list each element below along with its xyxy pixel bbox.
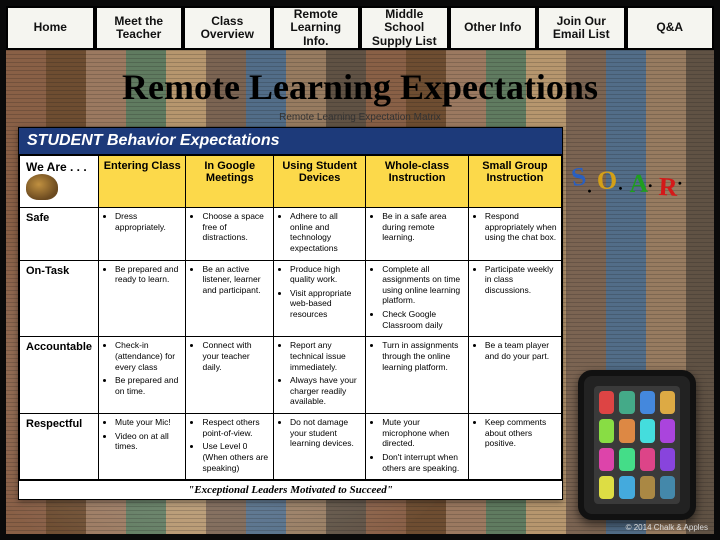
matrix-item: Respond appropriately when using the cha… <box>485 211 557 243</box>
app-icon <box>660 391 675 414</box>
matrix-header: STUDENT Behavior Expectations <box>19 128 562 155</box>
nav-home[interactable]: Home <box>6 6 95 50</box>
matrix-item: Visit appropriate web-based resources <box>290 288 361 320</box>
matrix-cell: Adhere to all online and technology expe… <box>274 208 366 261</box>
col-devices: Using Student Devices <box>274 156 366 208</box>
row-label: Accountable <box>20 337 99 414</box>
matrix-item: Participate weekly in class discussions. <box>485 264 557 296</box>
matrix-item: Connect with your teacher daily. <box>202 340 269 372</box>
matrix-body: Safe Dress appropriately. Choose a space f… <box>20 208 562 480</box>
app-icon <box>619 391 634 414</box>
matrix-item: Use Level 0 (When others are speaking) <box>202 441 269 473</box>
matrix-item: Respect others point-of-view. <box>202 417 269 438</box>
nav-supply-list[interactable]: Middle School Supply List <box>360 6 449 50</box>
matrix-cell: Do not damage your student learning devi… <box>274 414 366 480</box>
matrix-item: Check-in (attendance) for every class <box>115 340 181 372</box>
app-icon <box>599 448 614 471</box>
row-label: On-Task <box>20 260 99 337</box>
matrix-item: Keep comments about others positive. <box>485 417 557 449</box>
matrix-cell: Be an active listener, learner and parti… <box>186 260 274 337</box>
app-icon <box>619 448 634 471</box>
matrix-item: Be prepared and on time. <box>115 375 181 396</box>
credit-text: © 2014 Chalk & Apples <box>626 523 708 532</box>
matrix-item: Be an active listener, learner and parti… <box>202 264 269 296</box>
matrix-caption: Remote Learning Expectation Matrix <box>18 112 702 123</box>
matrix-cell: Connect with your teacher daily. <box>186 337 274 414</box>
col-small-group: Small Group Instruction <box>468 156 561 208</box>
nav-class-overview[interactable]: Class Overview <box>183 6 272 50</box>
tablet-grid <box>594 386 680 504</box>
matrix-cell: Respect others point-of-view. Use Level 0… <box>186 414 274 480</box>
app-icon <box>640 391 655 414</box>
nav-qa[interactable]: Q&A <box>626 6 715 50</box>
nav-meet-teacher[interactable]: Meet the Teacher <box>95 6 184 50</box>
matrix-item: Be in a safe area during remote learning… <box>382 211 464 243</box>
matrix-item: Don't interrupt when others are speaking… <box>382 452 464 473</box>
matrix-quote: "Exceptional Leaders Motivated to Succee… <box>19 480 562 499</box>
top-nav: Home Meet the Teacher Class Overview Rem… <box>6 6 714 50</box>
matrix-cell: Be a team player and do your part. <box>468 337 561 414</box>
matrix-item: Report any technical issue immediately. <box>290 340 361 372</box>
matrix-container: STUDENT Behavior Expectations We Are . .… <box>18 127 563 500</box>
corner-cell: We Are . . . <box>20 156 99 208</box>
matrix-cell: Mute your microphone when directed. Don't… <box>366 414 469 480</box>
matrix-cell: Report any technical issue immediately.A… <box>274 337 366 414</box>
nav-email-list[interactable]: Join Our Email List <box>537 6 626 50</box>
matrix-cell: Dress appropriately. <box>99 208 186 261</box>
app-icon <box>660 448 675 471</box>
page-title: Remote Learning Expectations <box>18 66 702 108</box>
matrix-cell: Keep comments about others positive. <box>468 414 561 480</box>
app-icon <box>640 448 655 471</box>
expectation-table: We Are . . . Entering Class In Google Me… <box>19 155 562 480</box>
row-label: Respectful <box>20 414 99 480</box>
matrix-item: Dress appropriately. <box>115 211 181 232</box>
matrix-item: Turn in assignments through the online l… <box>382 340 464 372</box>
nav-remote-learning[interactable]: Remote Learning Info. <box>272 6 361 50</box>
col-meetings: In Google Meetings <box>186 156 274 208</box>
matrix-cell: Produce high quality work. Visit appropri… <box>274 260 366 337</box>
soar-r: R <box>659 172 679 203</box>
matrix-cell: Be in a safe area during remote learning… <box>366 208 469 261</box>
app-icon <box>619 476 634 499</box>
app-icon <box>599 476 614 499</box>
eagle-icon <box>26 174 58 200</box>
matrix-cell: Participate weekly in class discussions. <box>468 260 561 337</box>
matrix-cell: Turn in assignments through the online l… <box>366 337 469 414</box>
matrix-cell: Respond appropriately when using the cha… <box>468 208 561 261</box>
matrix-item: Always have your charger readily availab… <box>290 375 361 407</box>
app-icon <box>599 419 614 442</box>
row-label: Safe <box>20 208 99 261</box>
app-icon <box>599 391 614 414</box>
col-entering: Entering Class <box>99 156 186 208</box>
matrix-item: Be prepared and ready to learn. <box>115 264 181 285</box>
matrix-item: Do not damage your student learning devi… <box>290 417 361 449</box>
matrix-item: Check Google Classroom daily <box>382 309 464 330</box>
matrix-item: Adhere to all online and technology expe… <box>290 211 361 254</box>
matrix-item: Be a team player and do your part. <box>485 340 557 361</box>
matrix-cell: Be prepared and ready to learn. <box>99 260 186 337</box>
matrix-cell: Check-in (attendance) for every class Be … <box>99 337 186 414</box>
matrix-cell: Choose a space free of distractions. <box>186 208 274 261</box>
matrix-cell: Complete all assignments on time using o… <box>366 260 469 337</box>
matrix-item: Mute your Mic! <box>115 417 181 428</box>
matrix-item: Video on at all times. <box>115 431 181 452</box>
tablet-graphic <box>578 370 696 520</box>
nav-other-info[interactable]: Other Info <box>449 6 538 50</box>
app-icon <box>640 476 655 499</box>
matrix-cell: Mute your Mic! Video on at all times. <box>99 414 186 480</box>
app-icon <box>640 419 655 442</box>
app-icon <box>660 476 675 499</box>
matrix-item: Produce high quality work. <box>290 264 361 285</box>
matrix-item: Choose a space free of distractions. <box>202 211 269 243</box>
col-whole-class: Whole-class Instruction <box>366 156 469 208</box>
matrix-item: Complete all assignments on time using o… <box>382 264 464 307</box>
matrix-item: Mute your microphone when directed. <box>382 417 464 449</box>
corner-text: We Are . . . <box>26 160 87 174</box>
app-icon <box>619 419 634 442</box>
app-icon <box>660 419 675 442</box>
soar-o: O <box>597 165 619 196</box>
soar-a: A <box>629 169 648 199</box>
